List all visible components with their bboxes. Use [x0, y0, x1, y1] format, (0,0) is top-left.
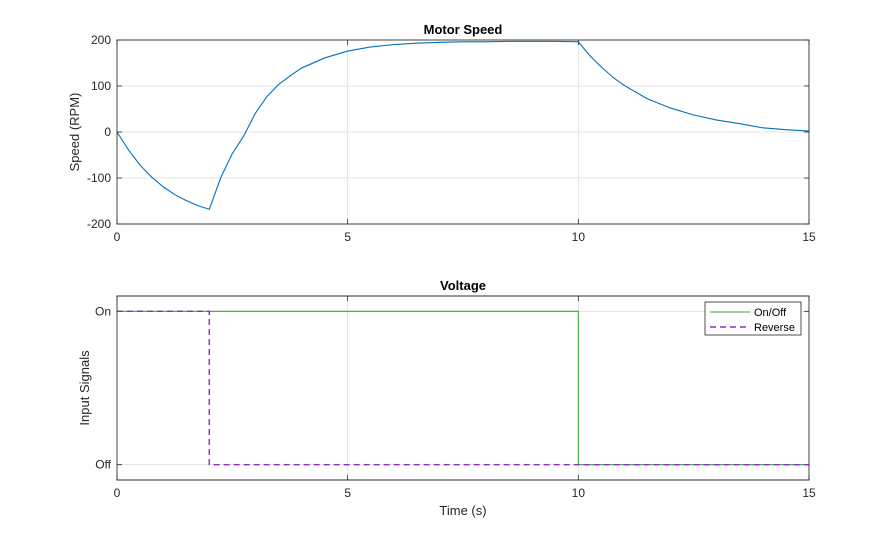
voltage-ticks: 0 5 10 15 Off On [95, 296, 816, 500]
series-line-reverse [117, 310, 809, 466]
motor-speed-xtick-label: 0 [114, 230, 121, 244]
motor-speed-xtick-label: 10 [572, 230, 586, 244]
motor-speed-ytick-label: 100 [91, 79, 111, 93]
voltage-xtick-label: 10 [572, 486, 586, 500]
motor-speed-ylabel: Speed (RPM) [67, 93, 82, 172]
legend-box [704, 301, 802, 336]
legend-label-reverse: Reverse [754, 322, 795, 334]
voltage-title: Voltage [440, 278, 486, 293]
voltage-legend: On/Off Reverse [704, 301, 802, 336]
voltage-ylabel: Input Signals [77, 350, 92, 426]
voltage-plot-area [116, 295, 810, 481]
motor-speed-ytick-label: -100 [87, 171, 111, 185]
motor-speed-title: Motor Speed [424, 22, 503, 37]
voltage-axes: 0 5 10 15 Off On Voltage Input Signals Time (… [77, 278, 816, 518]
voltage-xtick-label: 0 [114, 486, 121, 500]
motor-speed-series [116, 40, 810, 210]
voltage-ytick-label: Off [95, 458, 111, 472]
motor-speed-xtick-label: 15 [802, 230, 816, 244]
motor-speed-ytick-label: 200 [91, 33, 111, 47]
motor-speed-axes: 0 5 10 15 -200 -100 0 100 200 Motor Speed Speed … [67, 22, 816, 244]
voltage-series [117, 310, 809, 466]
voltage-xtick-label: 15 [802, 486, 816, 500]
motor-speed-ytick-label: -200 [87, 217, 111, 231]
legend-label-on-off: On/Off [754, 307, 787, 319]
voltage-xtick-label: 5 [344, 486, 351, 500]
motor-speed-ytick-label: 0 [104, 125, 111, 139]
voltage-xlabel: Time (s) [439, 503, 486, 518]
motor-speed-xtick-label: 5 [344, 230, 351, 244]
series-line-motor-speed-speed [116, 40, 810, 210]
voltage-ytick-label: On [95, 304, 111, 318]
